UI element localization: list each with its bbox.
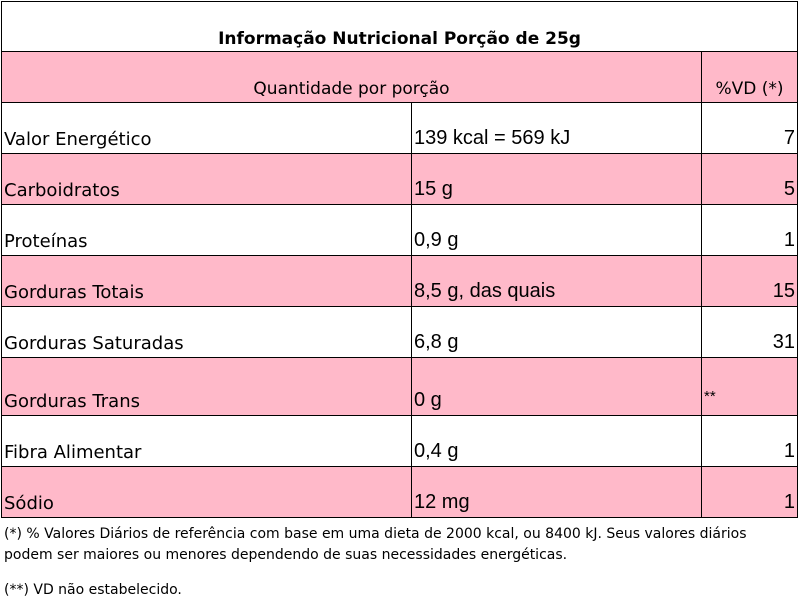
table-cell: 15 [700, 255, 798, 307]
table-cell: 1 [700, 466, 798, 518]
table-cell: 1 [700, 204, 798, 256]
table-cell: Carboidratos [1, 153, 412, 205]
table-cell: Valor Energético [1, 102, 412, 154]
table-cell: Fibra Alimentar [1, 415, 412, 467]
table-cell: 0,9 g [411, 204, 702, 256]
table-cell: Proteínas [1, 204, 412, 256]
table-row: Gorduras Trans 0 g ** [1, 357, 798, 416]
footnote: (*) % Valores Diários de referência com … [4, 526, 747, 563]
header-cell: %VD (*) [700, 51, 798, 103]
table-cell: Gorduras Saturadas [1, 306, 412, 358]
footnotes: (*) % Valores Diários de referência com … [4, 524, 796, 615]
table-cell: 7 [700, 102, 798, 154]
table-cell: 31 [700, 306, 798, 358]
footnote: (**) VD não estabelecido. [4, 582, 182, 598]
table-cell: 0,4 g [411, 415, 702, 467]
table-row: Gorduras Saturadas 6,8 g 31 [1, 306, 798, 358]
table-cell: 139 kcal = 569 kJ [411, 102, 702, 154]
title-row: Informação Nutricional Porção de 25g [0, 1, 798, 52]
table-cell: 8,5 g, das quais [411, 255, 702, 307]
table-cell: Sódio [1, 466, 412, 518]
header-row: Quantidade por porção %VD (*) [1, 51, 798, 103]
table-row: Gorduras Totais 8,5 g, das quais 15 [1, 255, 798, 307]
header-cell: Quantidade por porção [1, 51, 702, 103]
table-cell: 5 [700, 153, 798, 205]
table-cell: 12 mg [411, 466, 702, 518]
table-cell: 0 g [411, 357, 702, 416]
table-cell: Gorduras Trans [1, 357, 412, 416]
table-cell: 1 [700, 415, 798, 467]
table-cell: 15 g [411, 153, 702, 205]
table-row: Sódio 12 mg 1 [1, 466, 798, 518]
table-cell: ** [700, 357, 798, 416]
table-cell: 6,8 g [411, 306, 702, 358]
nutrition-table: Informação Nutricional Porção de 25g Qua… [0, 1, 798, 518]
table-row: Valor Energético 139 kcal = 569 kJ 7 [1, 102, 798, 154]
title: Informação Nutricional Porção de 25g [0, 1, 798, 52]
table-cell: Gorduras Totais [1, 255, 412, 307]
